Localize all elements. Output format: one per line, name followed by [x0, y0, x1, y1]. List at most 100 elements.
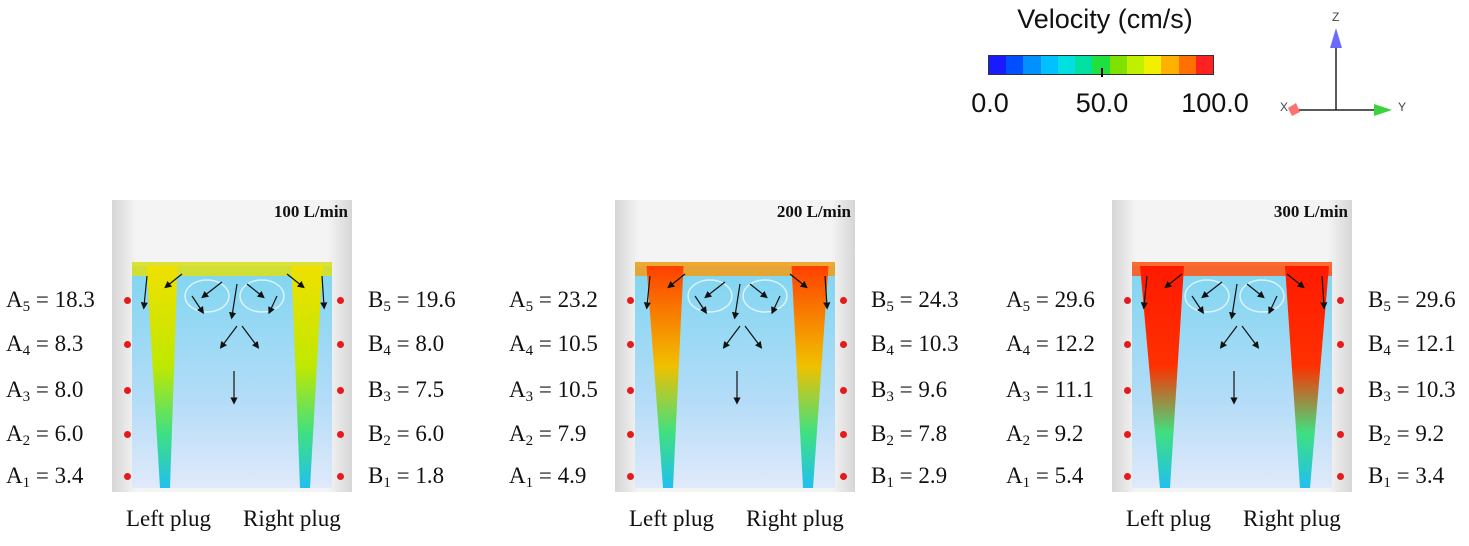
left-plug-label: Left plug [629, 506, 714, 531]
panel-200-lmin: 200 L/min A5 = 23.2 A4 = 10.5 A3 = 10.5 A2 =… [503, 196, 973, 536]
measurement-point-a2 [627, 431, 634, 438]
measurement-point-a1 [627, 473, 634, 480]
measurement-point-b2 [840, 431, 847, 438]
a3-value: A3 = 8.0 [6, 377, 84, 405]
colorbar-segment [1023, 56, 1041, 74]
flow-field-graphic [112, 200, 352, 492]
flow-rate-label: 100 L/min [273, 202, 348, 221]
colorbar-segment [1006, 56, 1024, 74]
a2-value: A2 = 9.2 [1006, 421, 1084, 449]
axes-triad-icon [1288, 28, 1392, 116]
a3-value: A3 = 11.1 [1006, 377, 1094, 405]
b5-value: B5 = 29.6 [1368, 287, 1456, 315]
colorbar-tick-mid: 50.0 [1075, 88, 1129, 118]
color-bar [988, 55, 1214, 77]
a4-value: A4 = 8.3 [6, 331, 84, 359]
measurement-point-b1 [1337, 473, 1344, 480]
measurement-point-b5 [1337, 297, 1344, 304]
colorbar-segment [1075, 56, 1093, 74]
axis-label-y: Y [1398, 100, 1407, 114]
right-plug-label: Right plug [1243, 506, 1341, 531]
measurement-point-a2 [124, 431, 131, 438]
a2-value: A2 = 6.0 [6, 421, 84, 449]
a3-value: A3 = 10.5 [509, 377, 598, 405]
flow-rate-label: 200 L/min [776, 202, 851, 221]
measurement-point-a4 [627, 341, 634, 348]
b1-value: B1 = 1.8 [368, 463, 445, 491]
flow-field-graphic [1112, 200, 1352, 492]
measurement-point-a3 [1124, 387, 1131, 394]
vessel-flow-field [112, 196, 352, 496]
a1-value: A1 = 4.9 [509, 463, 587, 491]
b1-value: B1 = 2.9 [871, 463, 948, 491]
measurement-point-a3 [124, 387, 131, 394]
measurement-point-b4 [840, 341, 847, 348]
a2-value: A2 = 7.9 [509, 421, 587, 449]
measurement-point-a5 [627, 297, 634, 304]
b5-value: B5 = 19.6 [368, 287, 456, 315]
left-plug-label: Left plug [126, 506, 211, 531]
b4-value: B4 = 10.3 [871, 331, 959, 359]
measurement-point-b5 [337, 297, 344, 304]
colorbar-segment [1178, 56, 1196, 74]
measurement-point-b2 [1337, 431, 1344, 438]
b4-value: B4 = 12.1 [1368, 331, 1456, 359]
velocity-legend: Velocity (cm/s) 0.0 50.0 100.0 [960, 0, 1260, 130]
vessel-flow-field [1112, 196, 1352, 496]
measurement-point-b1 [840, 473, 847, 480]
b3-value: B3 = 10.3 [1368, 377, 1456, 405]
panel-300-lmin: 300 L/min A5 = 29.6 A4 = 12.2 A3 = 11.1 A2 =… [1000, 196, 1469, 536]
b4-value: B4 = 8.0 [368, 331, 445, 359]
measurement-point-a5 [1124, 297, 1131, 304]
colorbar-segment [1092, 56, 1110, 74]
left-plug-label: Left plug [1126, 506, 1211, 531]
coordinate-axes: Z X Y [1270, 0, 1420, 130]
measurement-point-a4 [124, 341, 131, 348]
measurement-point-a2 [1124, 431, 1131, 438]
colorbar-tick-min: 0.0 [971, 88, 1009, 118]
b2-value: B2 = 9.2 [1368, 421, 1445, 449]
colorbar-segment [1144, 56, 1162, 74]
measurement-point-a1 [124, 473, 131, 480]
colorbar-segment [1161, 56, 1179, 74]
colorbar-mid-tick [1101, 68, 1103, 77]
measurement-point-b3 [840, 387, 847, 394]
measurement-point-b3 [1337, 387, 1344, 394]
b3-value: B3 = 7.5 [368, 377, 445, 405]
right-plug-label: Right plug [746, 506, 844, 531]
a1-value: A1 = 5.4 [1006, 463, 1084, 491]
a5-value: A5 = 23.2 [509, 287, 598, 315]
measurement-point-b2 [337, 431, 344, 438]
a4-value: A4 = 12.2 [1006, 331, 1095, 359]
measurement-point-b5 [840, 297, 847, 304]
colorbar-segment [1057, 56, 1076, 74]
colorbar-tick-max: 100.0 [1181, 88, 1249, 118]
measurement-point-b4 [1337, 341, 1344, 348]
axis-label-z: Z [1332, 10, 1340, 24]
measurement-point-a4 [1124, 341, 1131, 348]
measurement-point-a5 [124, 297, 131, 304]
measurement-point-b1 [337, 473, 344, 480]
a5-value: A5 = 18.3 [6, 287, 95, 315]
measurement-point-b4 [337, 341, 344, 348]
b5-value: B5 = 24.3 [871, 287, 959, 315]
vessel-flow-field [615, 196, 855, 496]
right-plug-label: Right plug [243, 506, 341, 531]
flow-rate-label: 300 L/min [1273, 202, 1348, 221]
colorbar-segment [1195, 56, 1214, 74]
a5-value: A5 = 29.6 [1006, 287, 1095, 315]
axis-label-x: X [1280, 100, 1289, 114]
a1-value: A1 = 3.4 [6, 463, 84, 491]
panel-100-lmin: 100 L/min A5 = 18.3 A4 = 8.3 A3 = 8.0 A2 = 6… [0, 196, 470, 536]
b3-value: B3 = 9.6 [871, 377, 948, 405]
flow-field-graphic [615, 200, 855, 492]
a4-value: A4 = 10.5 [509, 331, 598, 359]
measurement-point-a1 [1124, 473, 1131, 480]
colorbar-segment [989, 56, 1007, 74]
b1-value: B1 = 3.4 [1368, 463, 1445, 491]
legend-title: Velocity (cm/s) [1017, 4, 1193, 34]
measurement-point-a3 [627, 387, 634, 394]
measurement-point-b3 [337, 387, 344, 394]
colorbar-segment [1040, 56, 1058, 74]
b2-value: B2 = 7.8 [871, 421, 948, 449]
